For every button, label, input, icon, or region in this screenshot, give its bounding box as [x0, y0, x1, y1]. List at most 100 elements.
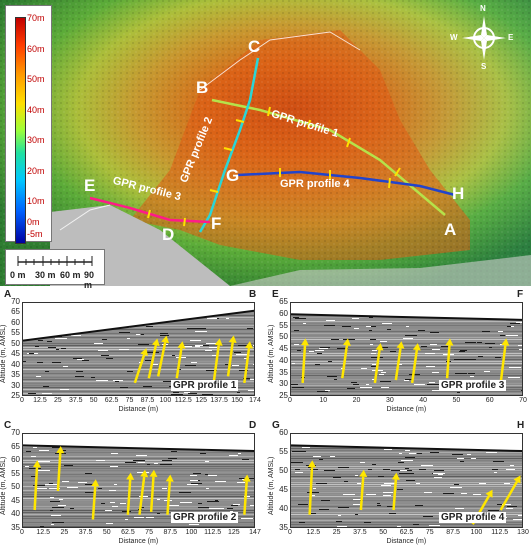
y-tick-label: 50	[11, 338, 20, 348]
scale-label: 30 m	[35, 270, 56, 280]
feature-arrow-head	[412, 343, 421, 351]
x-tick-label: 87.5	[446, 529, 460, 536]
feature-arrow	[394, 347, 402, 381]
y-tick-label: 55	[279, 447, 288, 456]
compass-rose-icon	[462, 16, 506, 60]
x-axis-label: Distance (m)	[386, 538, 427, 545]
profile-title: GPR profile 1	[171, 380, 239, 391]
profile-start-letter: E	[272, 289, 279, 300]
feature-arrow-head	[228, 335, 237, 344]
feature-arrow-head	[149, 469, 158, 478]
y-tick-label: 60	[279, 428, 288, 437]
feature-arrow	[226, 342, 234, 377]
y-tick-label: 70	[11, 297, 20, 306]
feature-arrow	[499, 480, 519, 511]
x-tick-label: 0	[288, 397, 292, 404]
y-tick-label: 25	[279, 391, 288, 400]
map-point-f: F	[211, 214, 222, 233]
map-point-a: A	[444, 220, 457, 239]
y-axis-label: Altitude (m, AMSL)	[0, 324, 7, 383]
feature-arrow-head	[242, 474, 251, 482]
x-tick-label: 87.5	[140, 397, 155, 404]
feature-arrow	[359, 476, 365, 511]
legend-label: 70m	[27, 13, 45, 23]
feature-arrow	[445, 345, 451, 379]
x-tick-label: 37.5	[78, 529, 93, 536]
x-tick-label: 62.5	[399, 529, 414, 536]
scale-label: 0 m	[10, 270, 26, 280]
y-tick-label: 60	[279, 308, 288, 318]
y-tick-label: 35	[279, 523, 288, 532]
x-tick-label: 0	[288, 529, 292, 536]
scale-label: 90 m	[84, 270, 95, 290]
feature-arrow-head	[56, 446, 65, 454]
x-tick-label: 0	[20, 397, 24, 404]
feature-arrow-head	[307, 460, 316, 468]
x-tick-label: 12.5	[36, 529, 50, 536]
x-tick-label: 12.5	[33, 397, 47, 404]
x-tick-label: 75	[125, 397, 134, 404]
x-tick-label: 50	[379, 529, 388, 536]
compass-north: N	[480, 4, 486, 13]
feature-arrow-head	[126, 472, 135, 480]
feature-arrow-head	[140, 348, 148, 356]
profile-end-letter: F	[517, 289, 524, 300]
feature-arrow	[308, 467, 314, 515]
radargram-traces	[291, 434, 522, 527]
x-tick-label: 30	[385, 397, 394, 404]
elevation-legend: 70m 60m 50m 40m 30m 20m 10m 0m -5m	[5, 5, 52, 244]
feature-arrow-head	[300, 338, 309, 346]
feature-arrow-head	[445, 338, 454, 346]
feature-arrow	[126, 479, 132, 515]
y-tick-label: 60	[11, 317, 20, 327]
x-tick-label: 125	[195, 397, 208, 404]
x-tick-label: 62.5	[104, 397, 119, 404]
map-point-e: E	[84, 176, 96, 195]
y-axis-label: Altitude (m, AMSL)	[268, 324, 275, 383]
feature-arrow-head	[91, 479, 100, 487]
y-tick-label: 40	[279, 504, 288, 513]
x-tick-label: 100	[185, 529, 198, 536]
x-tick-label: 125	[227, 529, 240, 536]
map-point-c: C	[248, 37, 261, 56]
profile-start-letter: G	[272, 420, 280, 431]
y-tick-label: 65	[11, 307, 20, 317]
x-tick-label: 10	[319, 397, 328, 404]
feature-arrow	[133, 354, 146, 384]
x-tick-label: 40	[419, 397, 428, 404]
feature-arrow-head	[165, 474, 174, 482]
radargram-traces	[23, 303, 254, 395]
feature-arrow	[243, 347, 251, 384]
feature-arrow	[147, 345, 158, 379]
x-tick-label: 50	[102, 529, 111, 536]
profile-end-letter: B	[249, 289, 257, 300]
feature-arrow-head	[32, 460, 41, 468]
x-tick-label: 0	[20, 529, 24, 536]
x-axis-label: Distance (m)	[118, 406, 159, 413]
feature-arrow-head	[245, 341, 253, 349]
legend-label: 50m	[27, 74, 45, 84]
scale-ruler	[17, 256, 93, 266]
x-tick-label: 137.5	[210, 397, 228, 404]
feature-arrow-head	[342, 338, 351, 346]
profile-start-letter: C	[4, 420, 12, 431]
radargram-panel: G H GPR profile 4 60 55 50 45 40 35 0 12.5 25 37.5 50…	[268, 420, 531, 550]
y-tick-label: 55	[11, 328, 20, 338]
y-tick-label: 45	[11, 349, 20, 359]
x-tick-label: 75	[425, 529, 434, 536]
y-tick-label: 40	[11, 359, 20, 369]
x-tick-label: 147	[249, 529, 261, 536]
x-tick-label: 50	[452, 397, 461, 404]
compass-south: S	[481, 62, 487, 71]
legend-label: 0m	[27, 217, 40, 227]
feature-arrow-head	[359, 469, 368, 478]
feature-arrow-head	[375, 343, 384, 351]
profile-title: GPR profile 4	[439, 512, 507, 523]
scale-bar: 0 m 30 m 60 m 90 m	[5, 249, 105, 290]
y-tick-label: 35	[11, 523, 20, 532]
terrain-relief	[0, 0, 531, 286]
radargram-image	[290, 302, 523, 396]
feature-arrow	[138, 476, 146, 515]
profile-title: GPR profile 2	[171, 512, 239, 523]
profile-start-letter: A	[4, 289, 12, 300]
